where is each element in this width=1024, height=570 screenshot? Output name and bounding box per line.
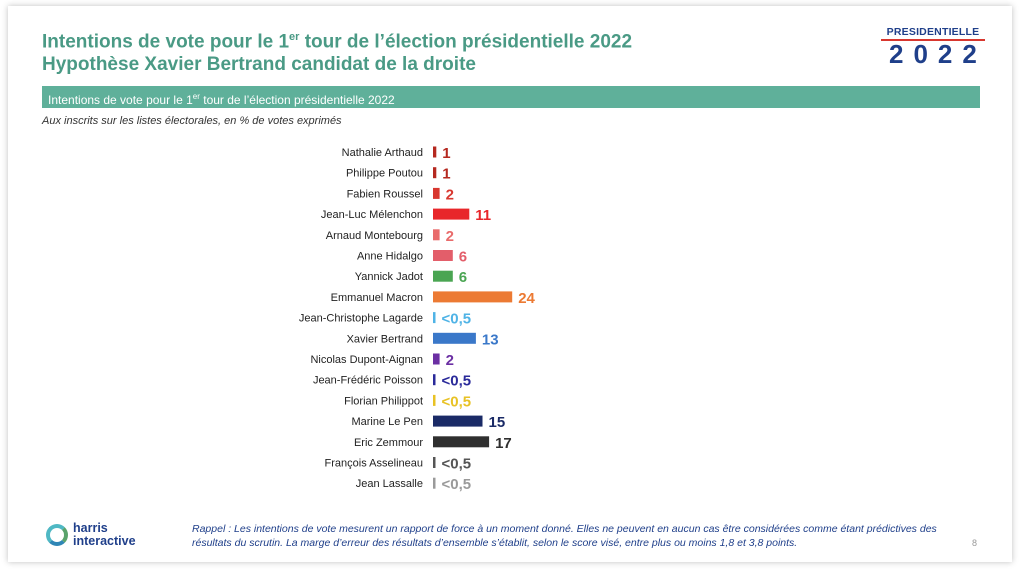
category-label: Emmanuel Macron [331,292,423,304]
data-label: 17 [495,435,512,452]
data-label: 2 [446,352,454,369]
category-label: Xavier Bertrand [347,333,423,345]
page-title: Intentions de vote pour le 1er tour de l… [42,31,633,76]
data-label: <0,5 [442,373,472,390]
category-label: Yannick Jadot [355,271,423,283]
category-label: François Asselineau [325,458,423,470]
data-label: <0,5 [442,311,472,328]
bar [433,332,476,344]
category-label: Fabien Roussel [347,188,423,200]
data-label: 13 [482,331,499,348]
data-label: 11 [475,207,491,224]
data-label: 1 [442,145,450,162]
data-label: 6 [459,249,467,266]
category-label: Florian Philippot [344,395,423,407]
category-label: Jean-Frédéric Poisson [313,375,423,387]
bar [433,208,470,220]
bar-chart: Nathalie Arthaud 1 Philippe Poutou 1 Fabien … [299,145,536,493]
category-label: Nicolas Dupont-Aignan [310,354,423,366]
data-label: 2 [446,228,454,245]
disclaimer-note: Rappel : Les intentions de vote mesurent… [192,523,937,549]
bar [433,167,437,179]
bar [433,187,440,199]
chart-subtitle: Aux inscrits sur les listes électorales,… [42,115,342,127]
bar [433,291,513,303]
category-label: Jean-Luc Mélenchon [321,209,423,221]
data-label: 6 [459,269,467,286]
data-label: <0,5 [442,393,472,410]
category-label: Marine Le Pen [351,416,423,428]
bar [433,374,436,386]
chart-banner: Intentions de vote pour le 1er tour de l… [42,86,980,108]
data-label: 15 [489,414,506,431]
bar [433,394,436,406]
logo-year: 2022 [889,39,987,69]
category-label: Jean-Christophe Lagarde [299,313,423,325]
slide: Intentions de vote pour le 1er tour de l… [8,6,1012,562]
bar [433,457,436,468]
category-label: Philippe Poutou [346,168,423,180]
category-label: Jean Lassalle [356,478,423,490]
category-label: Nathalie Arthaud [342,147,423,159]
bar [433,415,483,427]
data-label: <0,5 [442,476,472,493]
data-label: 1 [442,166,450,183]
presidentielle-logo: PRESIDENTIELLE 2022 [881,26,987,69]
data-label: <0,5 [442,456,472,473]
category-label: Arnaud Montebourg [326,230,423,242]
bar [433,312,436,324]
bar [433,353,440,365]
bar [433,229,440,241]
bar [433,270,453,282]
harris-interactive-logo: harris interactive [46,522,136,548]
harris-logo-icon [46,524,68,546]
bar [433,477,436,489]
category-label: Anne Hidalgo [357,251,423,263]
bar [433,146,437,158]
logo-word: PRESIDENTIELLE [881,26,985,41]
data-label: 2 [446,186,454,203]
data-label: 24 [518,290,535,307]
category-label: Eric Zemmour [354,437,423,449]
bar [433,436,490,448]
bar [433,250,453,261]
page-number: 8 [972,538,978,548]
